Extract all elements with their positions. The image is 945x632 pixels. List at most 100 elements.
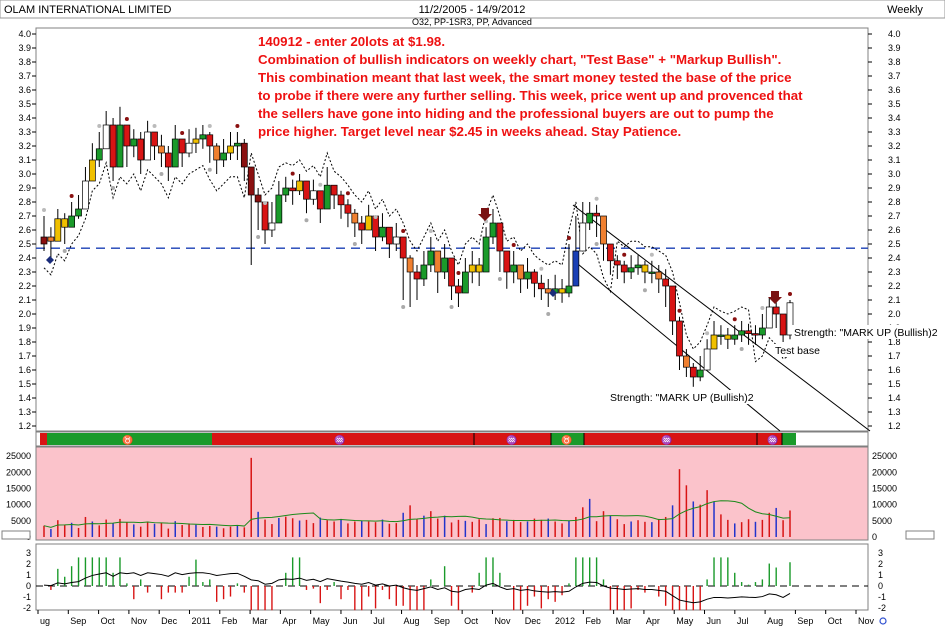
candle-body	[392, 236, 400, 245]
month-label: Nov	[131, 616, 148, 626]
price-tick-label: 3.7	[18, 71, 31, 81]
month-label: Feb	[585, 616, 601, 626]
candle-body	[579, 222, 587, 252]
candle-body	[47, 236, 55, 242]
month-label: 2011	[191, 616, 210, 626]
candle-body	[772, 306, 780, 315]
strength-label-right: Strength: "MARK UP (Bullish)2	[794, 327, 938, 339]
candle-body	[655, 271, 663, 280]
price-tick-label: 2.0	[18, 309, 31, 319]
oscillator-tick-label: 0	[26, 581, 31, 591]
candle-body	[102, 124, 110, 150]
candle-body	[268, 222, 276, 231]
candle-body	[717, 334, 725, 337]
candle-body	[620, 264, 628, 273]
signal-dot	[594, 196, 599, 201]
ribbon-bear-icon: ♒	[661, 434, 672, 445]
candle-body	[752, 333, 759, 336]
volume-tick-label: 20000	[6, 467, 31, 477]
price-tick-label: 3.3	[18, 127, 31, 137]
price-tick-label: 2.7	[18, 211, 31, 221]
candle-body	[703, 348, 711, 371]
month-label: Feb	[222, 616, 238, 626]
candle-body	[330, 184, 338, 196]
month-label: Oct	[464, 616, 479, 626]
signal-dot	[152, 124, 157, 128]
price-tick-label-right: 4.0	[888, 29, 901, 39]
volume-tick-label: 5000	[11, 516, 31, 526]
candle-body	[558, 288, 566, 294]
candle-body	[413, 271, 421, 280]
signal-dot	[352, 242, 357, 246]
signal-dot	[677, 308, 682, 313]
signal-dot	[124, 117, 129, 121]
price-tick-label-right: 1.4	[888, 393, 901, 403]
signal-dot	[546, 312, 551, 316]
candle-body	[75, 208, 82, 217]
signal-dot	[428, 229, 433, 233]
candle-body	[710, 334, 718, 350]
price-tick-label: 3.8	[18, 57, 31, 67]
candle-body	[676, 320, 683, 357]
month-label: Sep	[797, 616, 813, 626]
candle-body	[517, 264, 524, 280]
oscillator-tick-label-right: 1	[878, 570, 883, 580]
signal-dot	[401, 305, 406, 309]
month-label: Dec	[525, 616, 542, 626]
price-tick-label: 3.2	[18, 141, 31, 151]
month-axis: ug Sep Oct Nov Dec 2011 Feb Mar Apr May Jun Jul Aug S…	[37, 610, 875, 626]
candle-body	[137, 138, 145, 161]
signal-dot	[256, 235, 261, 239]
candle-body	[178, 138, 186, 154]
price-tick-label: 2.5	[18, 239, 31, 249]
signal-dot	[111, 186, 116, 190]
candle-body	[68, 215, 75, 228]
channel-upper-line	[572, 204, 871, 432]
candle-body	[89, 159, 96, 182]
signal-dot	[345, 191, 350, 196]
signal-dot	[566, 236, 571, 240]
price-tick-label-right: 2.9	[888, 183, 901, 193]
candle-body	[669, 285, 676, 322]
candle-body	[358, 222, 366, 231]
candle-body	[171, 138, 179, 168]
month-label: Aug	[404, 616, 420, 626]
volume-tick-label: 10000	[6, 500, 31, 510]
volume-scroll-thumb-right[interactable]	[905, 530, 935, 540]
candle-body	[468, 264, 476, 273]
candle-body	[731, 334, 739, 340]
price-axis-right: 4.0 3.9 3.8 3.7 3.6 3.5 3.4 3.3 3.2 3.1 3.0 2.9 2.8 2…	[868, 29, 901, 431]
candle-body	[116, 124, 124, 168]
ribbon-bull-icon: ♉	[122, 434, 133, 445]
oscillator-panel	[35, 543, 869, 611]
trend-ribbon: ♉ ♒ ♒ ♉ ♒ ♒	[35, 431, 869, 447]
candle-body	[151, 131, 158, 147]
price-tick-label: 2.4	[18, 253, 31, 263]
month-label: Sep	[70, 616, 86, 626]
candle-body	[261, 201, 269, 231]
candle-body	[482, 236, 490, 273]
oscillator-tick-label: 3	[26, 548, 31, 558]
settings-icon[interactable]	[879, 617, 887, 625]
candle-body	[724, 334, 732, 340]
candles	[40, 106, 794, 396]
volume-tick-label-right: 15000	[872, 484, 897, 494]
month-label: ug	[40, 616, 50, 626]
candle-body	[696, 369, 704, 378]
candle-body	[220, 152, 227, 161]
candle-body	[759, 327, 766, 336]
annotation-line: to probe if there were any further selli…	[258, 88, 803, 103]
price-tick-label-right: 2.2	[888, 281, 901, 291]
signal-dot	[97, 124, 102, 128]
volume-moving-average	[43, 500, 791, 528]
candle-body	[95, 148, 103, 161]
candle-body	[310, 190, 317, 200]
candle-body	[130, 138, 138, 147]
oscillator-tick-label: -2	[23, 603, 31, 613]
price-tick-label: 3.9	[18, 43, 31, 53]
month-label: Jul	[373, 616, 385, 626]
annotation-line: price higher. Target level near $2.45 in…	[258, 124, 681, 139]
volume-scroll-thumb[interactable]	[1, 530, 31, 540]
oscillator-tick-label-right: 2	[878, 559, 883, 569]
window-title: OLAM INTERNATIONAL LIMITED	[4, 4, 172, 16]
